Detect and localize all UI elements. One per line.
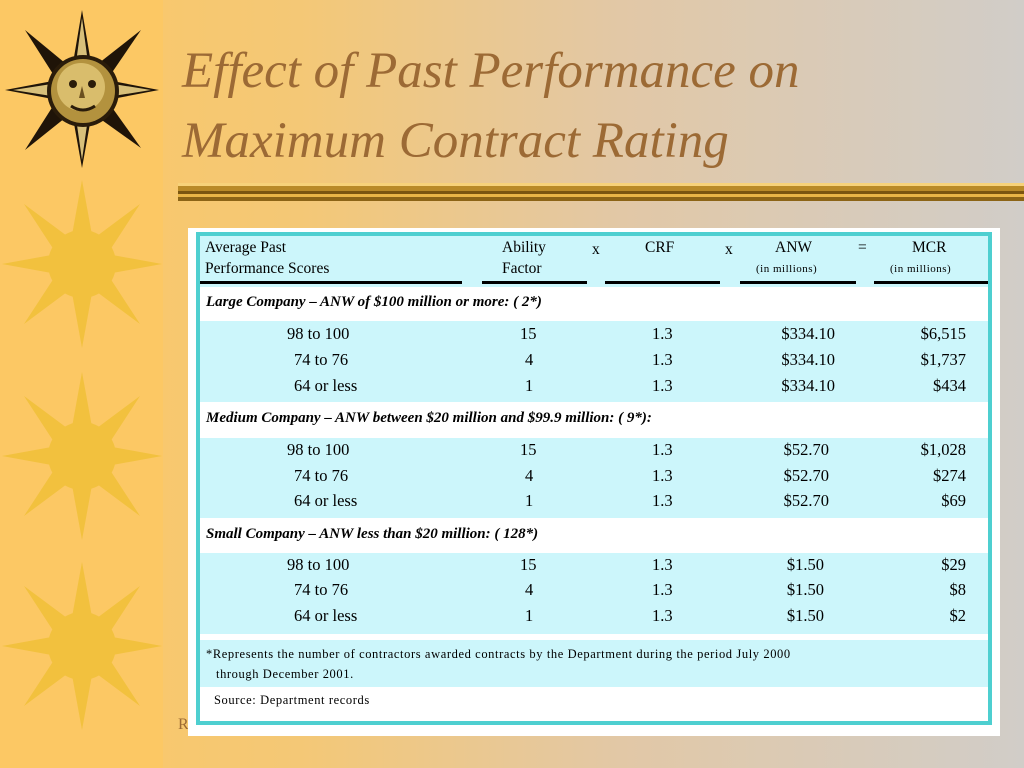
- mcr-cell: $6,515: [920, 324, 966, 343]
- section-label: Medium Company – ANW between $20 million…: [206, 410, 652, 426]
- ability-cell: 4: [525, 466, 534, 485]
- header-scores-line1: Average Past: [205, 239, 287, 256]
- mcr-cell: $1,737: [920, 350, 966, 369]
- score-cell: 64 or less: [294, 376, 358, 395]
- score-cell: 74 to 76: [294, 466, 349, 485]
- table-row: 98 to 100 15 1.3 $1.50 $29: [200, 554, 988, 580]
- table-row: 74 to 76 4 1.3 $1.50 $8: [200, 580, 988, 606]
- table-row: 74 to 76 4 1.3 $52.70 $274: [200, 465, 988, 491]
- mcr-cell: $69: [941, 491, 966, 510]
- ability-cell: 1: [525, 606, 534, 625]
- table-row: 64 or less 1 1.3 $1.50 $2: [200, 606, 988, 632]
- ability-cell: 15: [520, 440, 537, 459]
- header-underline: [740, 281, 856, 284]
- anw-cell: $52.70: [783, 440, 829, 459]
- table-row: 98 to 100 15 1.3 $52.70 $1,028: [200, 439, 988, 465]
- header-mcr-line2: (in millions): [890, 263, 952, 275]
- header-multiply-1: x: [592, 241, 600, 258]
- anw-cell: $1.50: [786, 606, 824, 625]
- anw-cell: $334.10: [781, 376, 835, 395]
- header-ability-line1: Ability: [502, 239, 546, 256]
- header-mcr-line1: MCR: [912, 239, 947, 256]
- score-cell: 74 to 76: [294, 580, 349, 599]
- mcr-cell: $29: [941, 555, 966, 574]
- header-underline: [200, 281, 462, 284]
- header-equals: =: [858, 239, 867, 256]
- header-underline: [482, 281, 587, 284]
- header-crf: CRF: [645, 239, 675, 256]
- table-row: 74 to 76 4 1.3 $334.10 $1,737: [200, 348, 988, 374]
- section-label: Large Company – ANW of $100 million or m…: [206, 294, 542, 310]
- table-row: 64 or less 1 1.3 $52.70 $69: [200, 491, 988, 517]
- mcr-table: Average Past Performance Scores Ability …: [196, 232, 992, 725]
- ability-cell: 1: [525, 376, 534, 395]
- score-cell: 64 or less: [294, 491, 358, 510]
- section-label-row: Small Company – ANW less than $20 millio…: [200, 518, 988, 553]
- mcr-cell: $434: [933, 376, 966, 395]
- ability-cell: 15: [520, 324, 537, 343]
- anw-cell: $334.10: [781, 350, 835, 369]
- crf-cell: 1.3: [652, 324, 673, 343]
- table-row: 64 or less 1 1.3 $334.10 $434: [200, 374, 988, 400]
- crf-cell: 1.3: [652, 350, 673, 369]
- mcr-cell: $274: [933, 466, 966, 485]
- anw-cell: $334.10: [781, 324, 835, 343]
- table-header: Average Past Performance Scores Ability …: [200, 236, 988, 286]
- footnote-line-2: through December 2001.: [216, 667, 354, 681]
- crf-cell: 1.3: [652, 555, 673, 574]
- crf-cell: 1.3: [652, 606, 673, 625]
- anw-cell: $52.70: [783, 466, 829, 485]
- score-cell: 98 to 100: [287, 555, 350, 574]
- sun-icon: [2, 372, 162, 540]
- footnote-line-1: *Represents the number of contractors aw…: [206, 647, 791, 661]
- score-cell: 74 to 76: [294, 350, 349, 369]
- title-divider: [178, 183, 1024, 203]
- source-note: Source: Department records: [214, 693, 370, 707]
- section-label-row: Medium Company – ANW between $20 million…: [200, 402, 988, 438]
- title-line-2: Maximum Contract Rating: [182, 113, 729, 169]
- sun-face-icon: [5, 10, 159, 168]
- score-cell: 64 or less: [294, 606, 358, 625]
- slide-title: Effect of Past Performance on Maximum Co…: [182, 36, 800, 176]
- anw-cell: $1.50: [786, 580, 824, 599]
- crf-cell: 1.3: [652, 440, 673, 459]
- footer-text-fragment: R: [178, 716, 189, 733]
- sun-icon: [2, 180, 162, 348]
- crf-cell: 1.3: [652, 466, 673, 485]
- crf-cell: 1.3: [652, 580, 673, 599]
- header-underline: [605, 281, 720, 284]
- score-cell: 98 to 100: [287, 440, 350, 459]
- title-line-1: Effect of Past Performance on: [182, 43, 800, 99]
- mcr-cell: $2: [949, 606, 967, 625]
- section-label: Small Company – ANW less than $20 millio…: [206, 526, 539, 542]
- table-row: 98 to 100 15 1.3 $334.10 $6,515: [200, 322, 988, 348]
- sun-icon: [2, 562, 162, 730]
- source-row: Source: Department records: [200, 687, 988, 721]
- ability-cell: 15: [520, 555, 537, 574]
- header-scores-line2: Performance Scores: [205, 260, 330, 277]
- ability-cell: 4: [525, 350, 534, 369]
- header-ability-line2: Factor: [502, 260, 542, 277]
- spacer-row: [200, 634, 988, 640]
- header-multiply-2: x: [725, 241, 733, 258]
- score-cell: 98 to 100: [287, 324, 350, 343]
- mcr-cell: $1,028: [920, 440, 966, 459]
- crf-cell: 1.3: [652, 376, 673, 395]
- crf-cell: 1.3: [652, 491, 673, 510]
- anw-cell: $52.70: [783, 491, 829, 510]
- ability-cell: 4: [525, 580, 534, 599]
- sidebar-band: [0, 0, 163, 768]
- mcr-cell: $8: [949, 580, 967, 599]
- ability-cell: 1: [525, 491, 534, 510]
- header-underline: [874, 281, 988, 284]
- anw-cell: $1.50: [786, 555, 824, 574]
- header-anw-line2: (in millions): [756, 263, 818, 275]
- header-anw-line1: ANW: [775, 239, 813, 256]
- footnote-block: *Represents the number of contractors aw…: [200, 640, 988, 687]
- section-label-row: Large Company – ANW of $100 million or m…: [200, 287, 988, 321]
